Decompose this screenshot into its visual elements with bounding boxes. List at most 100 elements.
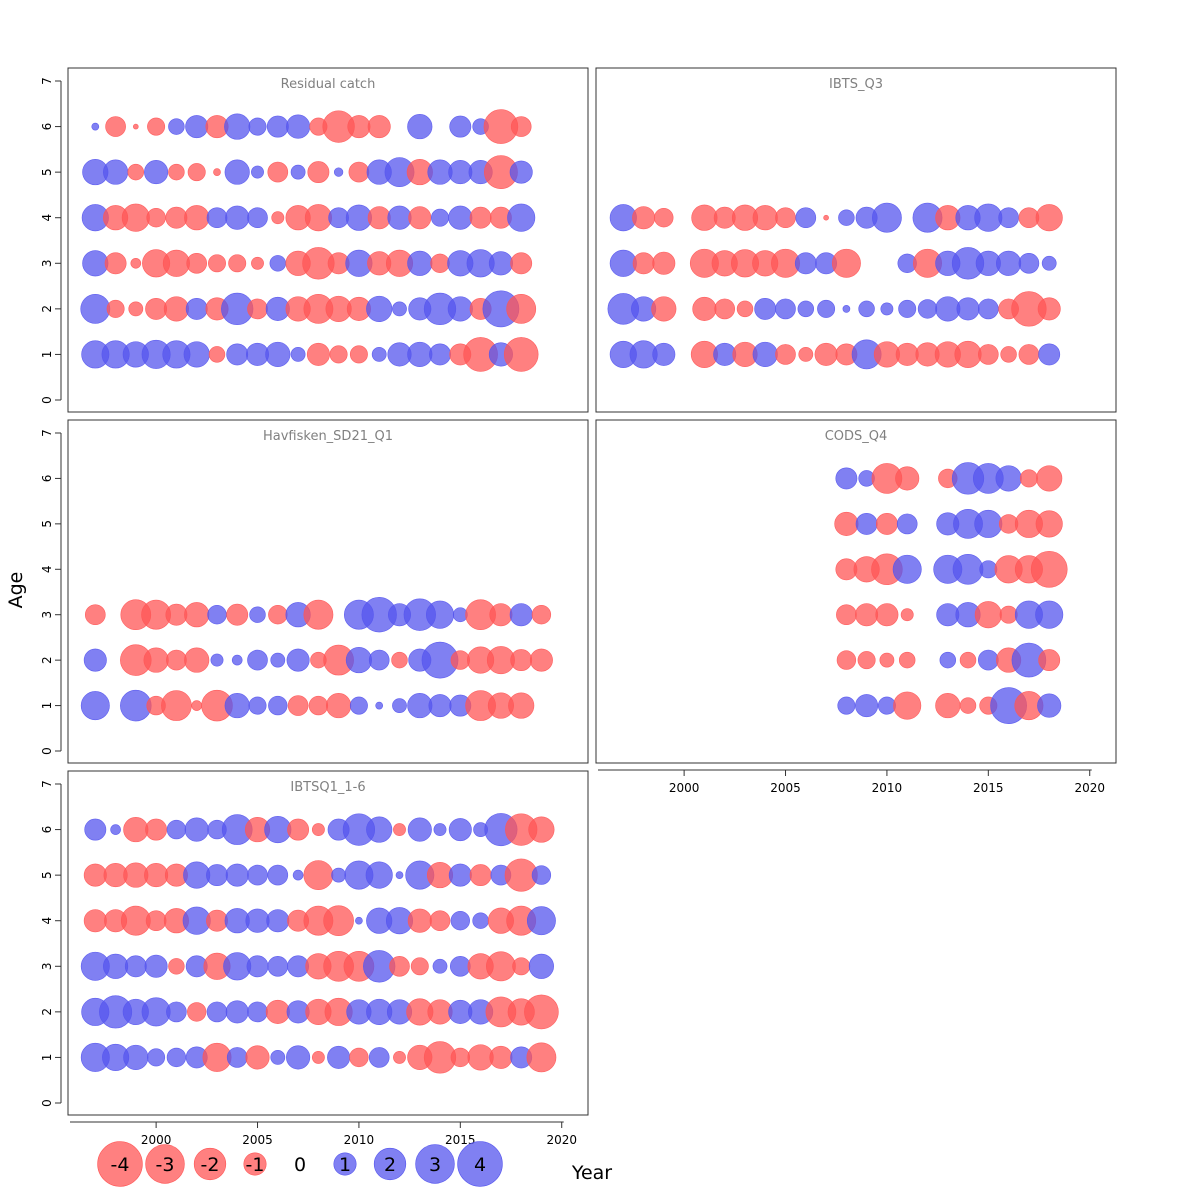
bubble xyxy=(166,1001,187,1023)
legend-item: 2 xyxy=(373,1147,407,1181)
legend-bubble xyxy=(145,1144,185,1184)
bubble xyxy=(206,909,228,932)
bubble xyxy=(872,202,902,233)
bubble xyxy=(775,344,796,365)
bubble xyxy=(123,817,149,843)
bubble xyxy=(267,161,289,183)
x-tick-label: 2015 xyxy=(445,1133,476,1147)
bubble xyxy=(311,823,325,837)
panel-title: IBTS_Q3 xyxy=(829,77,883,92)
panel-frame xyxy=(595,67,1117,413)
bubble xyxy=(286,114,311,139)
y-tick-label: 3 xyxy=(40,962,54,970)
bubble xyxy=(355,916,363,925)
bubble xyxy=(80,691,110,721)
bubble xyxy=(366,295,393,322)
bubble xyxy=(303,599,334,630)
bubble xyxy=(103,953,129,979)
bubble xyxy=(510,116,532,137)
bubble xyxy=(507,203,536,232)
y-tick-label: 7 xyxy=(40,429,54,437)
legend-item: 0 xyxy=(294,1154,306,1176)
bubble xyxy=(103,159,129,185)
bubble xyxy=(144,954,168,978)
bubble xyxy=(208,254,226,273)
bubble xyxy=(365,861,393,889)
bubble xyxy=(206,1001,228,1023)
y-tick-label: 2 xyxy=(40,305,54,313)
x-tick-label: 2010 xyxy=(872,781,903,795)
bubble xyxy=(407,693,433,719)
bubble xyxy=(91,122,100,131)
bubble xyxy=(329,345,348,364)
x-tick-label: 2010 xyxy=(344,1133,375,1147)
bubble xyxy=(407,250,433,276)
x-axis: 2000 2005 2010 2015 2020 xyxy=(70,1121,577,1147)
x-tick-label: 2015 xyxy=(973,781,1004,795)
bubble xyxy=(524,994,559,1030)
legend-item: -3 xyxy=(145,1144,185,1184)
panel-frame xyxy=(67,67,589,413)
bubble xyxy=(855,603,879,627)
bubble xyxy=(127,163,145,181)
bubble xyxy=(528,953,554,979)
bubble xyxy=(898,651,916,669)
bubble xyxy=(271,211,285,225)
bubble xyxy=(509,160,533,184)
bubble xyxy=(327,1045,351,1069)
bubble xyxy=(287,818,310,841)
bubble xyxy=(349,1047,369,1068)
bubble xyxy=(161,690,192,721)
bubble xyxy=(168,958,185,975)
legend-item: -1 xyxy=(243,1152,267,1176)
bubble xyxy=(83,909,107,933)
bubble xyxy=(408,206,432,230)
bubble xyxy=(375,701,384,710)
y-tick-label: 0 xyxy=(40,747,54,755)
bubble xyxy=(448,205,473,230)
panel-title: IBTSQ1_1-6 xyxy=(290,780,365,795)
legend: -4 -3 -2 -1 0 1 2 3 4 xyxy=(97,1141,503,1187)
bubble xyxy=(311,1050,325,1064)
bubble xyxy=(226,343,249,366)
panel-title: Havfisken_SD21_Q1 xyxy=(263,429,393,444)
bubble xyxy=(183,861,211,889)
bubble xyxy=(977,344,999,365)
bubble xyxy=(835,467,858,490)
bubble xyxy=(187,163,206,182)
bubble xyxy=(186,252,208,274)
bubble xyxy=(231,654,243,666)
bubble xyxy=(855,694,879,718)
bubble xyxy=(224,159,250,185)
legend-label: 2 xyxy=(384,1154,396,1176)
bubble xyxy=(528,816,555,843)
bubble xyxy=(410,957,429,976)
x-tick-label: 2000 xyxy=(669,781,700,795)
legend-label: -1 xyxy=(246,1154,265,1176)
bubble xyxy=(407,114,433,140)
bubble xyxy=(286,1045,311,1070)
x-tick-label: 2020 xyxy=(546,1133,577,1147)
bubble xyxy=(652,342,676,366)
bubble xyxy=(954,340,982,368)
bubble xyxy=(128,301,144,317)
bubble xyxy=(526,1042,557,1073)
bubble xyxy=(448,160,473,185)
bubble xyxy=(1038,649,1061,672)
bubble xyxy=(287,695,309,716)
bubble xyxy=(798,347,814,362)
bubble xyxy=(632,206,656,230)
bubble xyxy=(266,909,290,933)
bubble xyxy=(1035,204,1063,232)
bubble xyxy=(290,347,306,362)
bubble xyxy=(147,117,166,136)
bubble xyxy=(104,252,127,275)
x-tick-label: 2005 xyxy=(242,1133,273,1147)
bubble xyxy=(895,342,919,366)
bubble xyxy=(654,208,674,228)
bubble xyxy=(225,863,249,887)
bubble xyxy=(433,823,447,837)
bubble xyxy=(83,863,107,887)
y-axis: 0 1 2 3 4 5 6 7 xyxy=(40,77,62,404)
bubble xyxy=(407,908,432,933)
